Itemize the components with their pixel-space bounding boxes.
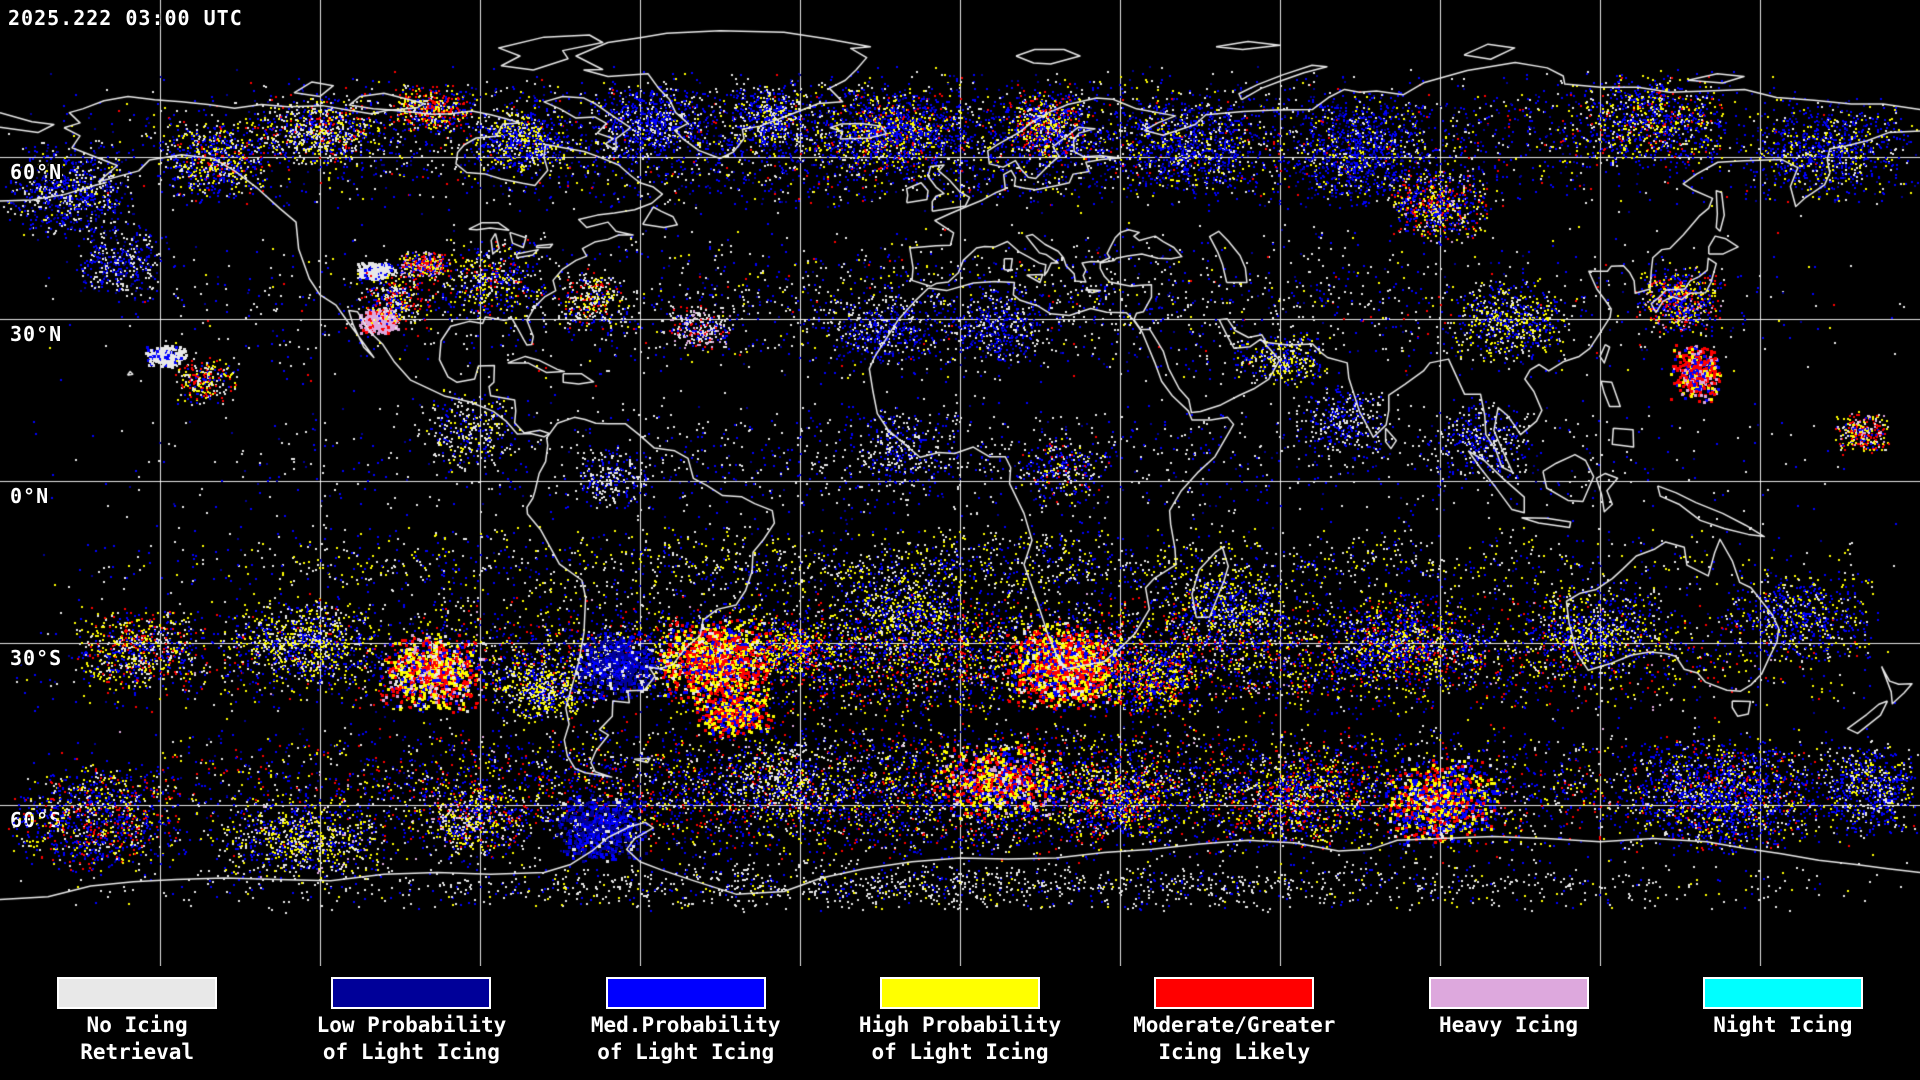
moderate-greater-swatch xyxy=(1154,977,1315,1009)
legend-item-low-probability: Low Probability of Light Icing xyxy=(274,966,548,1080)
heavy-icing-swatch xyxy=(1428,977,1589,1009)
legend-label: Med.Probability of Light Icing xyxy=(590,1013,781,1064)
low-probability-swatch xyxy=(331,977,492,1009)
timestamp: 2025.222 03:00 UTC xyxy=(8,6,243,30)
legend-label: Moderate/Greater Icing Likely xyxy=(1133,1013,1336,1064)
legend-bar: No Icing Retrieval Low Probability of Ligh… xyxy=(0,966,1920,1080)
lat-label-0n: 0°N xyxy=(10,484,50,508)
legend-item-no-icing: No Icing Retrieval xyxy=(0,966,274,1080)
med-probability-swatch xyxy=(605,977,766,1009)
legend-label: Heavy Icing xyxy=(1439,1013,1579,1037)
legend-label: No Icing Retrieval xyxy=(80,1013,195,1064)
lat-label-30s: 30°S xyxy=(10,646,63,670)
lat-label-30n: 30°N xyxy=(10,322,63,346)
legend-item-med-probability: Med.Probability of Light Icing xyxy=(549,966,823,1080)
legend-label: Low Probability of Light Icing xyxy=(316,1013,507,1064)
legend-item-night-icing: Night Icing xyxy=(1646,966,1920,1080)
legend-label: High Probability of Light Icing xyxy=(858,1013,1062,1064)
legend-label: Night Icing xyxy=(1713,1013,1853,1037)
no-icing-swatch xyxy=(57,977,218,1009)
icing-map-canvas xyxy=(0,0,1920,970)
night-icing-swatch xyxy=(1702,977,1863,1009)
legend-item-high-probability: High Probability of Light Icing xyxy=(823,966,1097,1080)
legend-item-moderate-greater: Moderate/Greater Icing Likely xyxy=(1097,966,1371,1080)
high-probability-swatch xyxy=(879,977,1040,1009)
lat-label-60n: 60°N xyxy=(10,160,63,184)
legend-item-heavy-icing: Heavy Icing xyxy=(1371,966,1645,1080)
